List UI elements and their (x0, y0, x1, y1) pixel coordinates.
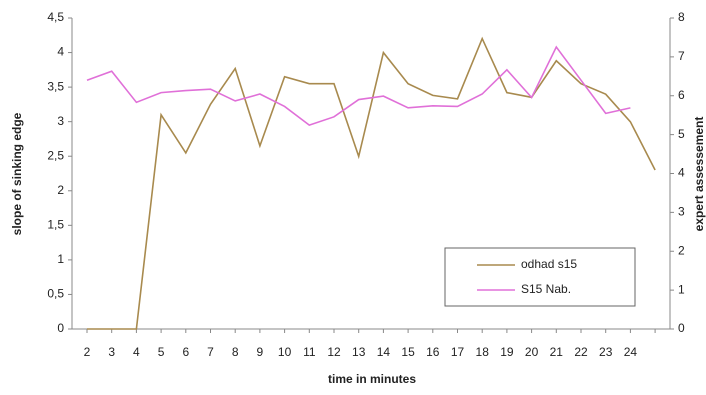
x-tick-label: 21 (550, 345, 564, 359)
y-tick-label: 3 (57, 114, 64, 128)
y-tick-label: 2,5 (47, 148, 64, 162)
y-tick-label: 4 (57, 45, 64, 59)
x-tick-label: 17 (451, 345, 465, 359)
x-tick-label: 10 (278, 345, 292, 359)
x-tick-label: 12 (327, 345, 341, 359)
x-tick-label: 4 (133, 345, 140, 359)
x-axis-label: time in minutes (328, 372, 416, 386)
x-tick-label: 9 (257, 345, 264, 359)
y2-tick-label: 2 (678, 243, 685, 257)
x-tick-label: 2 (84, 345, 91, 359)
y2-tick-label: 6 (678, 88, 685, 102)
x-tick-label: 24 (624, 345, 638, 359)
x-tick-label: 8 (232, 345, 239, 359)
y-axis-label: slope of sinking edge (10, 112, 24, 235)
series-line (87, 36, 656, 330)
y2-tick-label: 8 (678, 10, 685, 24)
y2-tick-label: 1 (678, 282, 685, 296)
x-tick-label: 15 (401, 345, 415, 359)
x-tick-label: 18 (476, 345, 490, 359)
x-tick-label: 19 (500, 345, 514, 359)
x-tick-label: 16 (426, 345, 440, 359)
series-line (86, 45, 631, 127)
legend-box (444, 247, 636, 307)
y2-tick-label: 0 (678, 321, 685, 335)
y-tick-label: 2 (57, 183, 64, 197)
x-tick-label: 22 (574, 345, 588, 359)
y-tick-label: 1 (57, 252, 64, 266)
x-tick-label: 23 (599, 345, 613, 359)
x-tick-label: 3 (108, 345, 115, 359)
y-tick-label: 0 (57, 321, 64, 335)
y-tick-label: 1,5 (47, 218, 64, 232)
y2-tick-label: 3 (678, 205, 685, 219)
x-tick-label: 11 (303, 345, 316, 359)
y-tick-label: 4,5 (47, 10, 64, 24)
y2-axis-label: expert assessement (692, 117, 706, 232)
y2-tick-label: 7 (678, 49, 685, 63)
y2-tick-label: 5 (678, 127, 685, 141)
x-tick-label: 13 (352, 345, 366, 359)
x-tick-label: 7 (207, 345, 214, 359)
y-tick-label: 3,5 (47, 79, 64, 93)
x-tick-label: 5 (158, 345, 165, 359)
legend-label: S15 Nab. (521, 282, 571, 296)
x-tick-label: 20 (525, 345, 539, 359)
x-tick-label: 6 (182, 345, 189, 359)
y2-tick-label: 4 (678, 166, 685, 180)
legend-label: odhad s15 (521, 257, 577, 271)
y-tick-label: 0,5 (47, 287, 64, 301)
x-tick-label: 14 (377, 345, 391, 359)
